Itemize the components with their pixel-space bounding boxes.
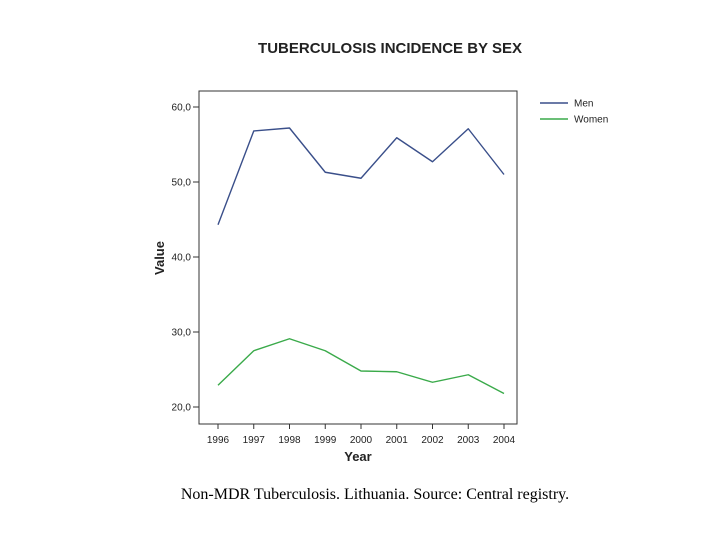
x-tick-label: 2002 — [421, 435, 444, 446]
series-line-men — [217, 127, 505, 225]
plot-area — [198, 90, 518, 425]
y-tick-label: 20,0 — [172, 403, 192, 414]
x-tick-label: 1998 — [278, 435, 301, 446]
x-tick-label: 1999 — [314, 435, 337, 446]
legend-label-men: Men — [574, 99, 593, 110]
chart-title: TUBERCULOSIS INCIDENCE BY SEX — [258, 40, 522, 57]
legend-label-women: Women — [574, 115, 608, 126]
legend: Men Women — [540, 99, 608, 126]
y-tick-label: 50,0 — [172, 178, 192, 189]
x-tick-label: 2001 — [386, 435, 409, 446]
y-axis: 20,0 30,0 40,0 50,0 60,0 — [172, 103, 199, 414]
x-tick-label: 2000 — [350, 435, 373, 446]
x-axis: 1996 1997 1998 1999 2000 2001 2002 2003 2004 — [207, 424, 516, 446]
x-tick-label: 1997 — [243, 435, 266, 446]
x-tick-label: 2003 — [457, 435, 480, 446]
series-line-women — [217, 338, 505, 395]
y-tick-label: 40,0 — [172, 253, 192, 264]
series-lines — [217, 127, 505, 395]
x-tick-label: 1996 — [207, 435, 230, 446]
y-axis-label: Value — [152, 241, 167, 275]
y-tick-label: 30,0 — [172, 328, 192, 339]
x-tick-label: 2004 — [493, 435, 516, 446]
figure-caption: Non-MDR Tuberculosis. Lithuania. Source:… — [180, 486, 570, 503]
y-tick-label: 60,0 — [172, 103, 192, 114]
x-axis-label: Year — [344, 449, 371, 464]
